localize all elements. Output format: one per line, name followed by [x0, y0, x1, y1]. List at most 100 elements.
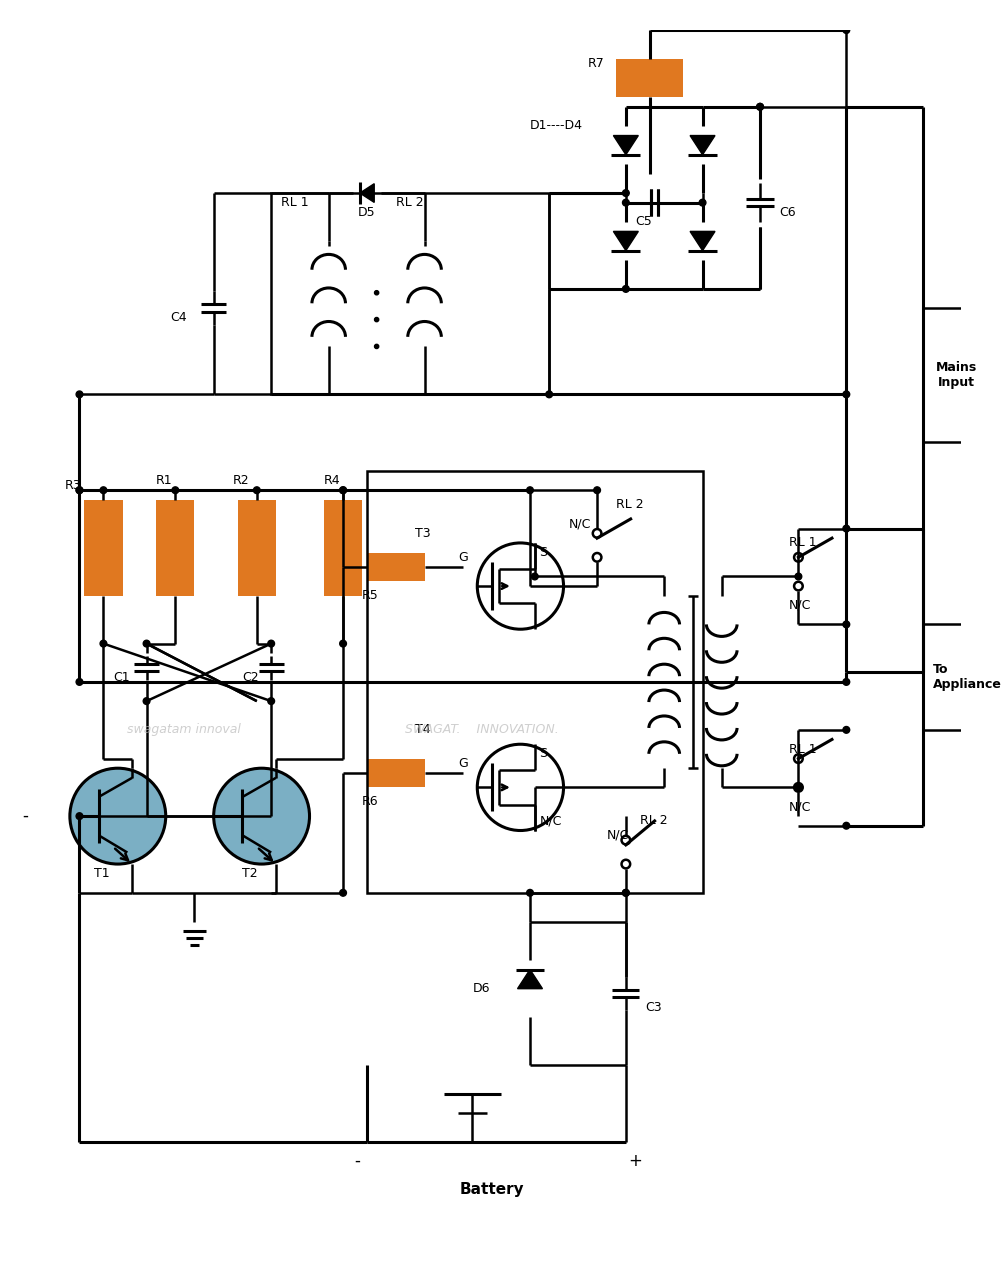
- Circle shape: [77, 678, 83, 685]
- Text: T3: T3: [415, 526, 431, 540]
- Bar: [923, 308, 990, 443]
- Bar: [271, 193, 549, 394]
- Polygon shape: [359, 184, 375, 203]
- Circle shape: [77, 487, 83, 493]
- Text: SWAGAT.    INNOVATION.: SWAGAT. INNOVATION.: [406, 723, 559, 737]
- Circle shape: [622, 889, 629, 896]
- Text: To
Appliance: To Appliance: [932, 663, 1002, 691]
- Text: RL 2: RL 2: [640, 814, 668, 828]
- Circle shape: [143, 640, 150, 647]
- Text: R3: R3: [65, 479, 82, 492]
- Circle shape: [622, 190, 629, 197]
- Text: -: -: [22, 808, 28, 825]
- Circle shape: [843, 823, 850, 829]
- Bar: [367, 470, 703, 893]
- Text: T4: T4: [415, 723, 431, 737]
- Text: R2: R2: [233, 474, 250, 487]
- Text: C3: C3: [645, 1002, 662, 1014]
- Circle shape: [100, 487, 107, 493]
- Circle shape: [795, 784, 803, 791]
- Polygon shape: [690, 231, 715, 251]
- Polygon shape: [518, 970, 543, 989]
- Circle shape: [796, 784, 802, 791]
- Text: C1: C1: [113, 671, 130, 683]
- Circle shape: [795, 754, 803, 763]
- Text: C6: C6: [779, 205, 796, 218]
- Circle shape: [546, 391, 553, 398]
- Text: N/C: N/C: [568, 517, 591, 530]
- Text: T2: T2: [243, 867, 258, 880]
- Text: +: +: [628, 1153, 642, 1170]
- Circle shape: [69, 768, 166, 864]
- Text: R5: R5: [363, 590, 379, 602]
- Text: R6: R6: [363, 795, 379, 808]
- Circle shape: [172, 487, 178, 493]
- Circle shape: [100, 640, 107, 647]
- Text: D6: D6: [472, 983, 490, 995]
- Bar: [156, 500, 194, 596]
- Circle shape: [795, 582, 803, 591]
- Circle shape: [593, 553, 601, 562]
- Circle shape: [622, 285, 629, 292]
- Circle shape: [77, 813, 83, 819]
- Circle shape: [143, 697, 150, 705]
- Circle shape: [593, 529, 601, 538]
- Circle shape: [339, 889, 346, 896]
- Text: N/C: N/C: [788, 800, 812, 813]
- Circle shape: [477, 744, 564, 831]
- Circle shape: [268, 697, 275, 705]
- Circle shape: [796, 573, 802, 579]
- Circle shape: [375, 290, 379, 295]
- Text: G: G: [458, 757, 468, 770]
- Text: D5: D5: [357, 205, 375, 218]
- Bar: [367, 758, 425, 787]
- Circle shape: [339, 487, 346, 493]
- Circle shape: [795, 553, 803, 562]
- Circle shape: [477, 543, 564, 629]
- Text: C4: C4: [170, 311, 187, 325]
- Circle shape: [77, 487, 83, 493]
- Bar: [324, 500, 363, 596]
- Text: R1: R1: [156, 474, 173, 487]
- Text: RL 2: RL 2: [396, 197, 423, 209]
- Text: RL 1: RL 1: [788, 743, 817, 756]
- Text: C2: C2: [243, 671, 259, 683]
- Circle shape: [756, 104, 763, 110]
- Circle shape: [213, 768, 309, 864]
- Text: RL 1: RL 1: [281, 197, 308, 209]
- Circle shape: [621, 836, 630, 844]
- Text: swagatam innoval: swagatam innoval: [128, 723, 242, 737]
- Text: R4: R4: [324, 474, 340, 487]
- Circle shape: [268, 640, 275, 647]
- Text: RL 2: RL 2: [616, 498, 643, 511]
- Text: D1----D4: D1----D4: [530, 119, 583, 132]
- Circle shape: [532, 573, 538, 579]
- Text: Battery: Battery: [459, 1183, 524, 1197]
- Bar: [85, 500, 123, 596]
- Text: Mains
Input: Mains Input: [936, 361, 977, 389]
- Polygon shape: [690, 136, 715, 155]
- Circle shape: [339, 487, 346, 493]
- Text: N/C: N/C: [540, 814, 562, 828]
- Text: S: S: [540, 747, 548, 761]
- Bar: [238, 500, 276, 596]
- Circle shape: [527, 487, 534, 493]
- Polygon shape: [613, 136, 638, 155]
- Circle shape: [527, 889, 534, 896]
- Text: S: S: [540, 547, 548, 559]
- Circle shape: [699, 199, 706, 205]
- Circle shape: [621, 860, 630, 869]
- Text: N/C: N/C: [788, 598, 812, 611]
- Text: -: -: [354, 1153, 361, 1170]
- Bar: [367, 553, 425, 581]
- Circle shape: [339, 640, 346, 647]
- Polygon shape: [613, 231, 638, 251]
- Circle shape: [375, 317, 379, 322]
- Circle shape: [622, 199, 629, 205]
- Text: T1: T1: [94, 867, 110, 880]
- Circle shape: [622, 889, 629, 896]
- Circle shape: [843, 727, 850, 733]
- Circle shape: [843, 27, 850, 33]
- Text: RL 1: RL 1: [788, 536, 817, 549]
- Bar: [616, 58, 684, 98]
